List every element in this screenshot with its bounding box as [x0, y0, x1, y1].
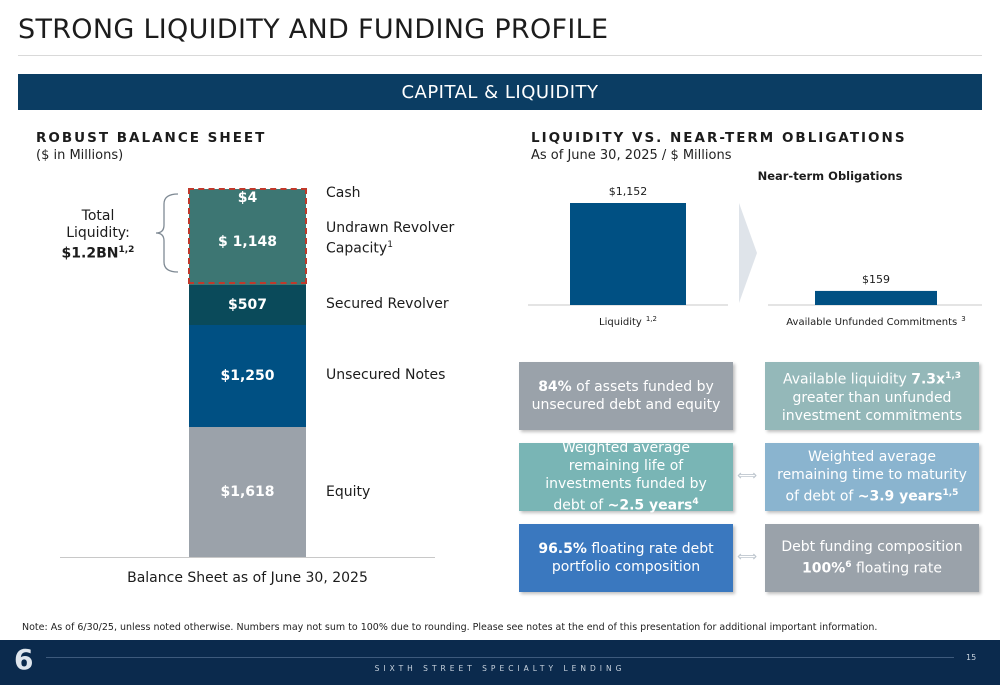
total-liquidity-brace [155, 193, 179, 273]
bar-value-label: $159 [862, 273, 890, 286]
stack-label-undrawn-revolver-capacity: Undrawn Revolver Capacity1 [326, 220, 455, 257]
bar-unfunded-commitments [815, 290, 937, 305]
card5-bold: 96.5% [538, 541, 587, 557]
company-logo: 6 [14, 643, 34, 676]
stack-label-cash: Cash [326, 185, 361, 201]
card3-pre: Weighted average remaining life of inves… [545, 440, 707, 514]
total-liquidity-sup: 1,2 [118, 245, 135, 255]
card4-bold: ~3.9 years [857, 488, 943, 505]
near-term-obligations-label: Near-term Obligations [758, 169, 903, 183]
bar-liquidity [570, 203, 686, 305]
total-liquidity-value: $1.2BN [61, 245, 119, 262]
title-divider [18, 55, 982, 56]
right-section-title: LIQUIDITY VS. NEAR-TERM OBLIGATIONS [531, 130, 907, 146]
stack-segment-secured-revolver: $507 [189, 285, 306, 325]
total-liquidity-label: Total Liquidity: $1.2BN1,2 [48, 208, 148, 263]
card-available-liquidity: Available liquidity 7.3x1,3 greater than… [765, 362, 979, 430]
balance-sheet-baseline [60, 557, 435, 558]
total-line1: Total [81, 208, 115, 224]
right-section-subtitle: As of June 30, 2025 / $ Millions [531, 148, 732, 163]
card6-bold: 100% [802, 560, 846, 577]
card4-pre: Weighted average remaining time to matur… [777, 449, 967, 505]
card1-text: of assets funded by unsecured debt and e… [531, 379, 721, 413]
card3-sup: 4 [692, 497, 699, 508]
liquidity-highlight-box [188, 188, 307, 284]
footer-divider [46, 657, 954, 658]
card-floating-rate-portfolio: 96.5% floating rate debt portfolio compo… [519, 524, 733, 592]
card6-post: floating rate [851, 560, 942, 577]
card6-sup: 6 [845, 560, 852, 571]
double-arrow-icon: ⟺ [737, 549, 758, 565]
card2-sup: 1,3 [945, 371, 962, 382]
card4-sup: 1,5 [942, 488, 959, 499]
bar-value-label: $1,152 [609, 185, 648, 198]
stack-segment-equity: $1,618 [189, 427, 306, 557]
card2-bold: 7.3x [911, 371, 946, 388]
double-arrow-icon: ⟺ [737, 468, 758, 484]
chevron-arrow-icon [739, 203, 757, 303]
card-debt-funding-composition: Debt funding composition 100%6 floating … [765, 524, 979, 592]
card-assets-funded: 84% of assets funded by unsecured debt a… [519, 362, 733, 430]
stack-segment-undrawn-revolver-capacity: $ 1,148 [189, 199, 306, 285]
footer-bar [0, 640, 1000, 685]
footer-company-name: SIXTH STREET SPECIALTY LENDING [374, 664, 626, 673]
balance-sheet-caption: Balance Sheet as of June 30, 2025 [127, 570, 368, 586]
card3-bold: ~2.5 years [607, 497, 693, 514]
card1-bold: 84% [538, 379, 572, 395]
card6-pre: Debt funding composition [781, 539, 963, 556]
category-label: Available Unfunded Commitments 3 [786, 315, 965, 328]
footnote: Note: As of 6/30/25, unless noted otherw… [22, 622, 878, 633]
category-label: Liquidity 1,2 [599, 315, 657, 328]
card-debt-maturity: Weighted average remaining time to matur… [765, 443, 979, 511]
card2-pre: Available liquidity [782, 371, 912, 388]
liquidity-bar-chart: $1,152 Liquidity 1,2 $159 Available Unfunded… [528, 169, 982, 328]
card-investment-life: Weighted average remaining life of inves… [519, 440, 733, 514]
card5-text: floating rate debt portfolio composition [551, 541, 714, 575]
total-line2: Liquidity: [66, 225, 130, 241]
page-number: 15 [966, 653, 977, 662]
left-section-subtitle: ($ in Millions) [36, 148, 124, 163]
stack-label-unsecured-notes: Unsecured Notes [326, 367, 446, 383]
page-title: STRONG LIQUIDITY AND FUNDING PROFILE [18, 14, 609, 45]
stack-segment-unsecured-notes: $1,250 [189, 325, 306, 427]
left-section-title: ROBUST BALANCE SHEET [36, 130, 267, 146]
stack-label-secured-revolver: Secured Revolver [326, 296, 449, 312]
card2-post: greater than unfunded investment commitm… [781, 389, 963, 424]
stack-label-equity: Equity [326, 484, 371, 500]
section-banner: CAPITAL & LIQUIDITY [18, 74, 982, 110]
